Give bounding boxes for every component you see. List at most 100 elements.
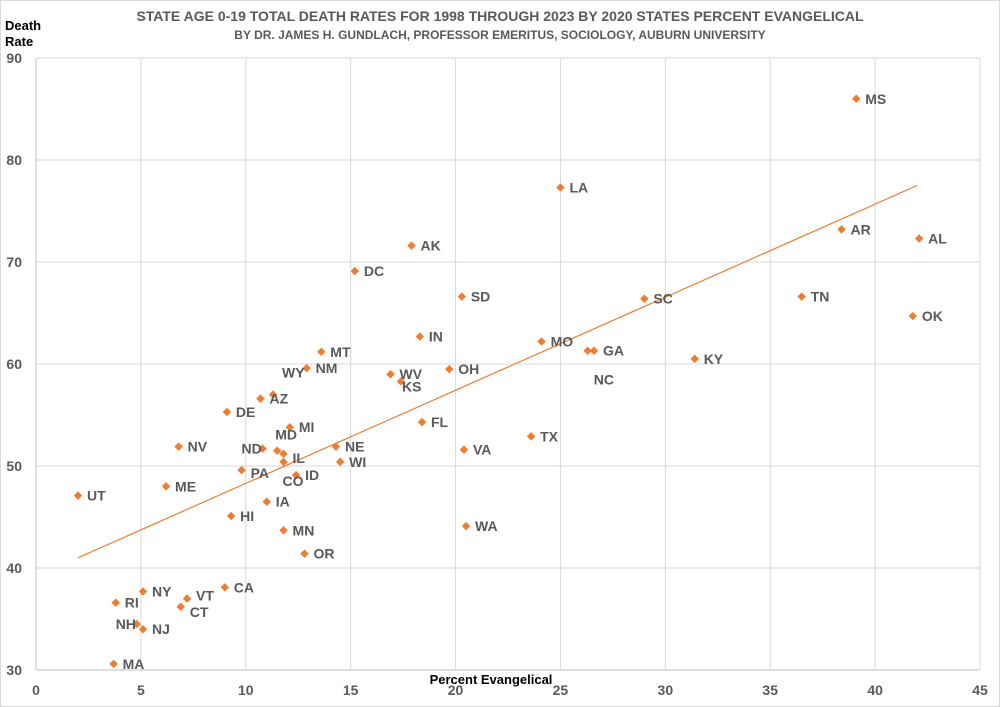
point-label-nd: ND — [242, 441, 262, 457]
data-point-ok — [908, 311, 918, 321]
data-point-tn — [797, 292, 806, 301]
data-point-de — [222, 407, 232, 417]
point-label-me: ME — [175, 478, 196, 494]
point-label-or: OR — [314, 546, 335, 562]
point-label-az: AZ — [269, 391, 288, 407]
point-label-fl: FL — [431, 414, 449, 430]
y-tick-label: 90 — [6, 50, 22, 66]
x-tick-label: 35 — [762, 682, 778, 698]
point-label-al: AL — [928, 231, 947, 247]
point-label-ky: KY — [704, 351, 724, 367]
data-point-mo — [537, 337, 546, 346]
point-label-md: MD — [275, 427, 297, 443]
point-label-ma: MA — [123, 656, 145, 672]
point-label-nh: NH — [116, 616, 136, 632]
point-label-ar: AR — [851, 221, 871, 237]
point-label-ak: AK — [421, 238, 441, 254]
data-point-va — [459, 445, 469, 454]
point-label-mi: MI — [299, 419, 315, 435]
data-points — [73, 94, 924, 669]
y-tick-label: 60 — [6, 356, 22, 372]
data-point-mt — [317, 347, 326, 357]
point-label-la: LA — [569, 180, 588, 196]
point-label-vt: VT — [196, 588, 214, 604]
data-point-sd — [457, 292, 467, 301]
point-label-mn: MN — [293, 522, 315, 538]
data-point-co — [279, 457, 288, 467]
point-label-ca: CA — [234, 579, 254, 595]
trendline-group — [77, 184, 918, 559]
y-tick-label: 80 — [6, 152, 22, 168]
point-label-mo: MO — [551, 334, 574, 350]
data-point-mn — [279, 526, 288, 535]
point-label-co: CO — [283, 473, 304, 489]
point-label-nj: NJ — [152, 621, 170, 637]
data-point-nm — [302, 363, 311, 373]
point-label-wi: WI — [349, 454, 366, 470]
x-axis-title: Percent Evangelical — [430, 672, 553, 687]
chart-title: STATE AGE 0-19 TOTAL DEATH RATES FOR 199… — [136, 8, 864, 24]
point-label-sd: SD — [471, 289, 490, 305]
point-label-in: IN — [429, 328, 443, 344]
data-point-nd — [258, 444, 267, 453]
point-label-nm: NM — [316, 360, 338, 376]
data-point-ks — [396, 377, 406, 386]
data-point-wa — [461, 521, 471, 531]
point-label-ut: UT — [87, 488, 106, 504]
data-point-md — [273, 446, 282, 455]
y-tick-label: 40 — [6, 560, 22, 576]
data-point-sc — [640, 294, 649, 303]
point-label-dc: DC — [364, 263, 384, 279]
x-tick-label: 10 — [238, 682, 254, 698]
point-label-ct: CT — [190, 604, 209, 620]
data-point-dc — [350, 266, 360, 276]
data-point-ga — [589, 346, 599, 355]
point-label-pa: PA — [251, 465, 269, 481]
point-label-ne: NE — [345, 439, 364, 455]
point-label-wy: WY — [282, 365, 305, 381]
y-tick-label: 50 — [6, 458, 22, 474]
point-label-il: IL — [293, 450, 306, 466]
x-tick-label: 30 — [658, 682, 674, 698]
y-axis-title-line: Death — [5, 18, 41, 33]
y-axis-title-line: Rate — [5, 34, 33, 49]
data-point-ia — [262, 497, 271, 506]
point-label-tx: TX — [540, 428, 559, 444]
point-label-nc: NC — [594, 372, 614, 388]
point-label-va: VA — [473, 442, 491, 458]
point-label-hi: HI — [240, 508, 254, 524]
data-point-or — [300, 549, 309, 558]
data-point-me — [161, 482, 171, 491]
x-tick-label: 0 — [32, 682, 40, 698]
chart-subtitle: BY DR. JAMES H. GUNDLACH, PROFESSOR EMER… — [234, 28, 765, 42]
point-label-de: DE — [236, 404, 255, 420]
data-point-pa — [237, 465, 246, 475]
x-tick-label: 45 — [972, 682, 988, 698]
data-point-ak — [407, 241, 416, 250]
x-tick-label: 5 — [137, 682, 145, 698]
point-label-oh: OH — [458, 361, 479, 377]
data-point-il — [279, 449, 288, 459]
point-label-tn: TN — [811, 289, 830, 305]
point-label-sc: SC — [653, 291, 672, 307]
trendline — [77, 184, 918, 559]
x-tick-label: 25 — [553, 682, 569, 698]
y-tick-label: 70 — [6, 254, 22, 270]
point-label-ks: KS — [402, 378, 421, 394]
data-point-in — [415, 332, 425, 341]
point-label-mt: MT — [330, 344, 351, 360]
tick-labels: 0 5 10 15 20 25 30 35 40 45 30 40 50 60 70 80 90 — [6, 50, 988, 698]
x-tick-label: 20 — [448, 682, 464, 698]
axes — [35, 58, 980, 671]
y-tick-label: 30 — [6, 662, 22, 678]
data-point-tx — [526, 432, 536, 441]
data-point-fl — [417, 417, 427, 427]
data-point-wy — [268, 390, 278, 399]
data-point-nc — [583, 346, 592, 355]
data-point-ut — [73, 491, 83, 500]
y-axis-title: Death Rate — [5, 18, 41, 49]
point-label-ny: NY — [152, 583, 172, 599]
point-label-ga: GA — [603, 343, 624, 359]
